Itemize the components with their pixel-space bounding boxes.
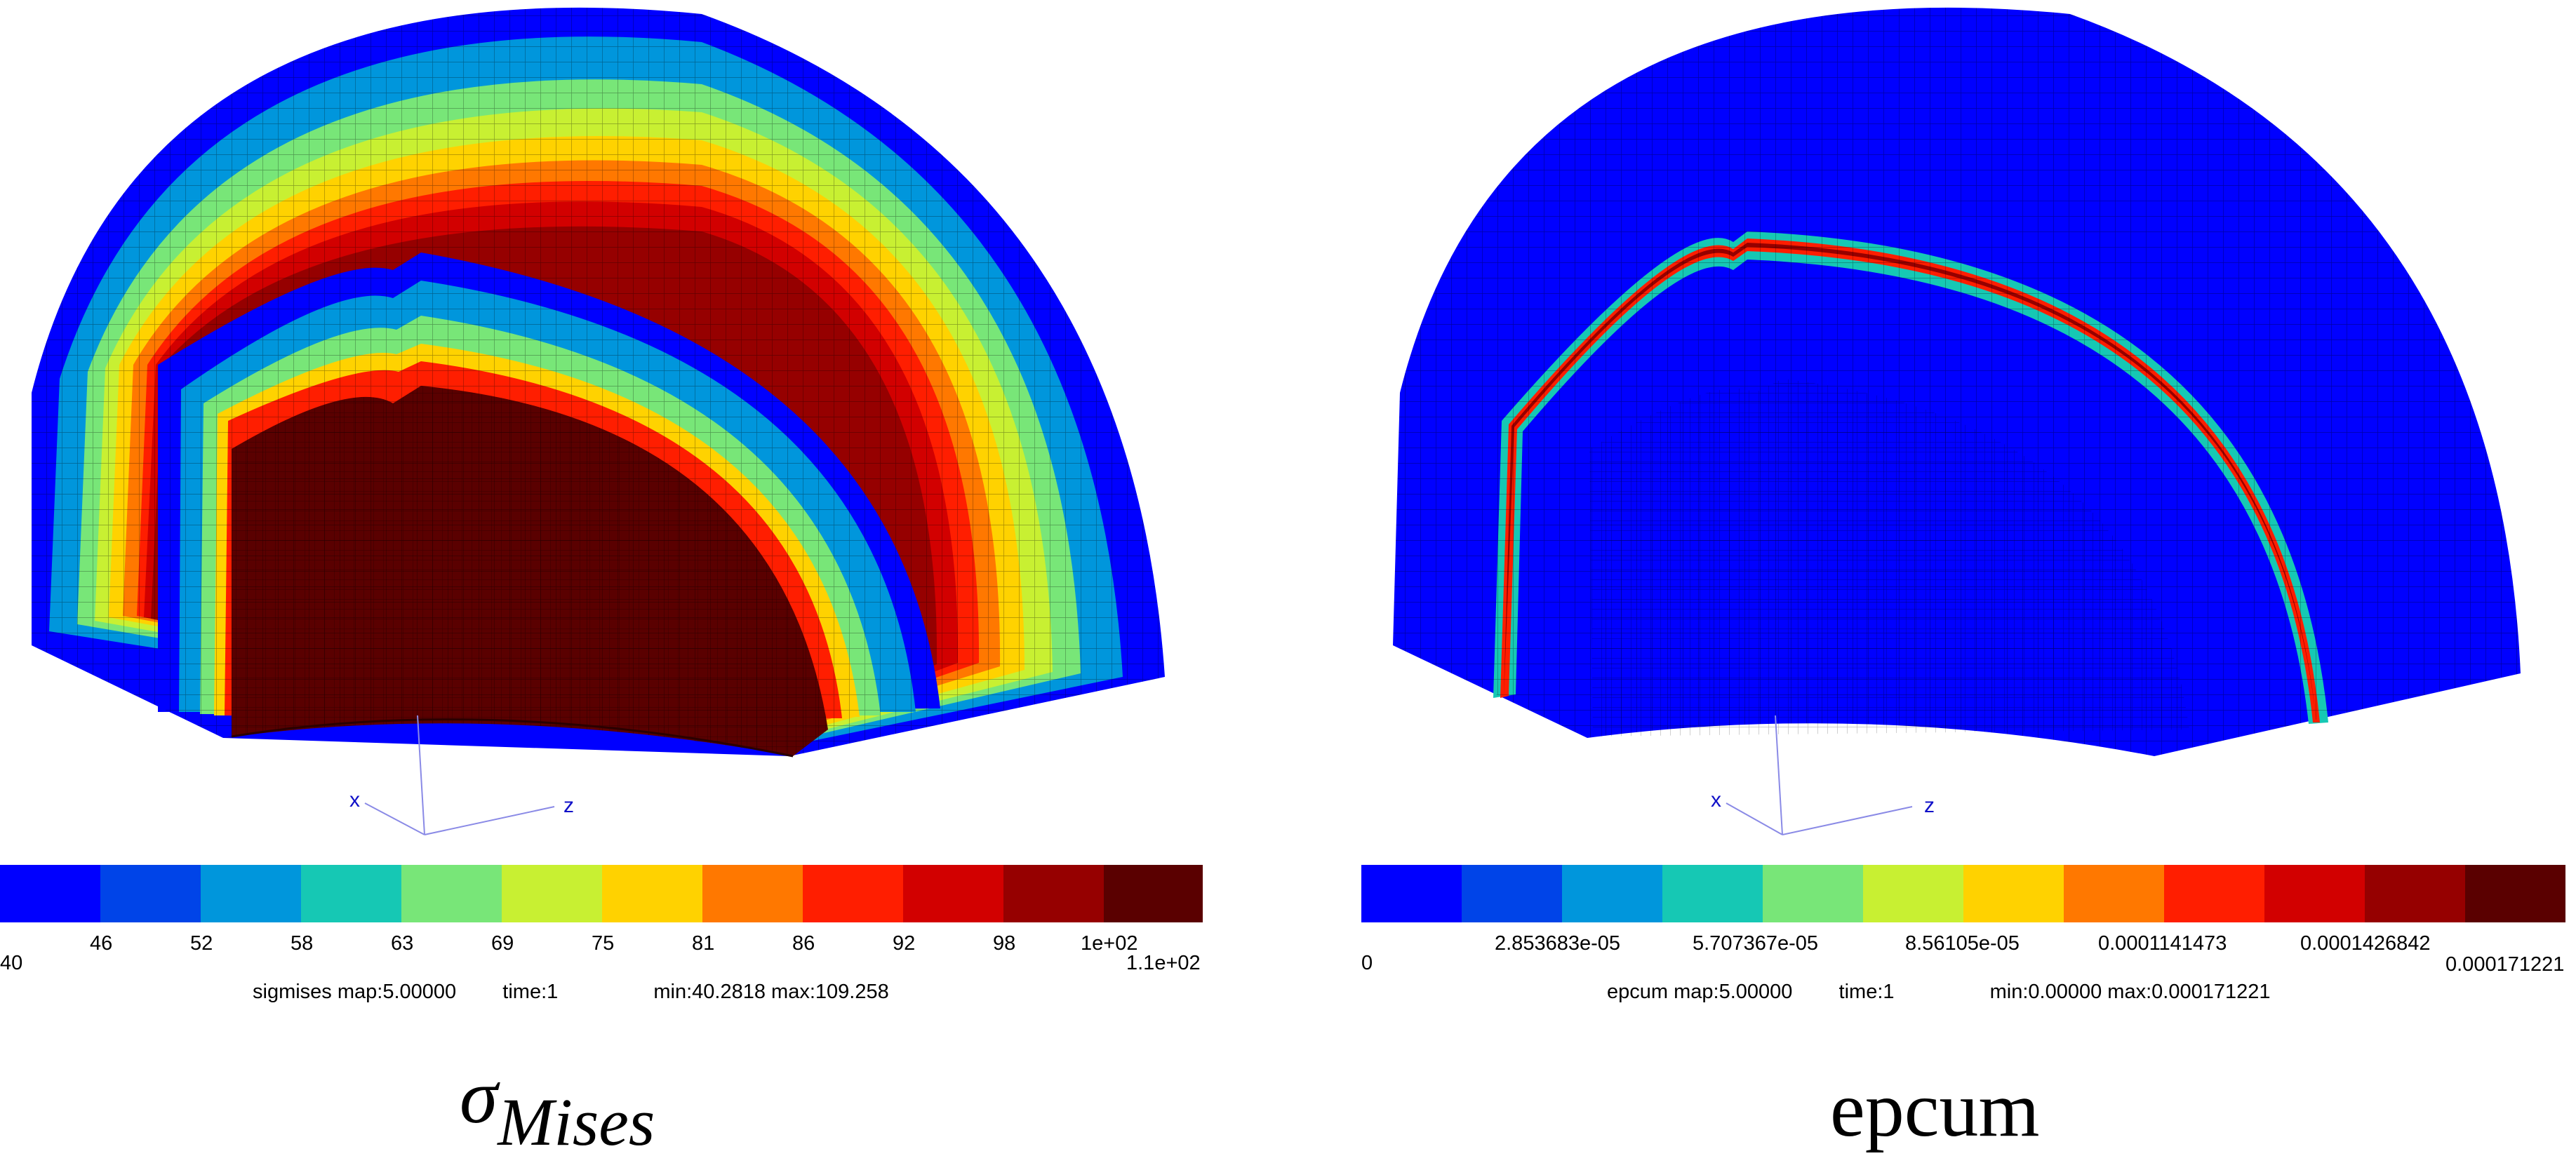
epcum-info-bar: epcum map:5.00000 time:1 min:0.00000 max…: [1607, 981, 2271, 1004]
mises-tick-5: 69: [491, 932, 514, 955]
epcum-colorbar: [1361, 865, 2565, 922]
mises-tick-11: 1e+02: [1081, 932, 1138, 955]
mises-tick-7: 81: [692, 932, 715, 955]
mises-axis-z-label: z: [563, 794, 574, 817]
epcum-axis-z-label: z: [1924, 794, 1935, 817]
epcum-tick-0: 0: [1361, 952, 1373, 974]
epcum-model: [1393, 7, 2521, 756]
mises-tick-1: 46: [90, 932, 113, 955]
mises-tick-2: 52: [190, 932, 213, 955]
mises-axis-x-label: x: [349, 788, 360, 812]
epcum-info-name: epcum map:5.00000: [1607, 981, 1793, 1003]
mises-model: [32, 7, 1165, 758]
mises-caption-symbol: σ: [460, 1054, 498, 1139]
epcum-caption-text: epcum: [1830, 1066, 2040, 1153]
mises-info-bar: sigmises map:5.00000 time:1 min:40.2818 …: [253, 981, 889, 1004]
mises-axes-triad: x z: [349, 715, 574, 835]
mises-tick-8: 86: [792, 932, 815, 955]
mises-tick-6: 75: [592, 932, 615, 955]
mises-caption-subscript: Mises: [498, 1084, 655, 1159]
epcum-tick-4: 0.0001141473: [2098, 932, 2227, 955]
mises-info-time: time:1: [502, 981, 559, 1003]
epcum-info-minmax: min:0.00000 max:0.000171221: [1989, 981, 2271, 1003]
mises-colorbar: [0, 865, 1203, 922]
epcum-axis-x-label: x: [1711, 788, 1721, 812]
epcum-tick-3: 8.56105e-05: [1905, 932, 2020, 955]
mises-info-name: sigmises map:5.00000: [253, 981, 457, 1003]
mises-tick-12: 1.1e+02: [1126, 952, 1201, 974]
mises-tick-4: 63: [391, 932, 414, 955]
epcum-caption: epcum: [1830, 1065, 2040, 1155]
epcum-tick-6: 0.000171221: [2445, 953, 2565, 976]
epcum-tick-5: 0.0001426842: [2300, 932, 2431, 955]
epcum-tick-1: 2.853683e-05: [1495, 932, 1620, 955]
mises-tick-3: 58: [291, 932, 314, 955]
mises-tick-0: 40: [0, 952, 23, 974]
mises-tick-10: 98: [993, 932, 1016, 955]
epcum-axes-triad: x z: [1711, 715, 1935, 835]
epcum-info-time: time:1: [1838, 981, 1895, 1003]
mises-caption: σMises: [460, 1052, 655, 1161]
epcum-tick-2: 5.707367e-05: [1693, 932, 1818, 955]
mises-tick-9: 92: [893, 932, 916, 955]
mises-info-minmax: min:40.2818 max:109.258: [653, 981, 889, 1003]
